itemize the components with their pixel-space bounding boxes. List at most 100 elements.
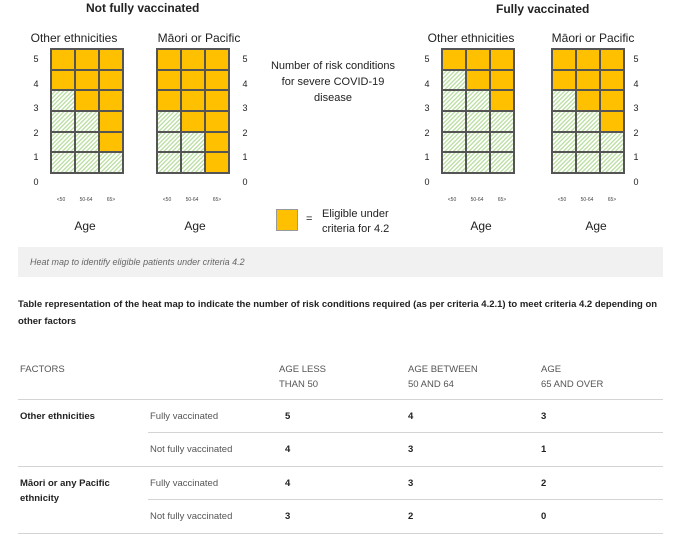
eligible-cell xyxy=(99,90,123,111)
grid-label-maori-vaccinated: Māori or Pacific xyxy=(551,31,635,45)
value-cell: 4 xyxy=(408,411,414,422)
header-factors: FACTORS xyxy=(20,364,65,375)
eligible-cell xyxy=(205,49,229,70)
not-eligible-cell xyxy=(51,110,75,132)
y-tick: 5 xyxy=(33,54,39,64)
not-eligible-cell xyxy=(51,152,75,173)
heatmap-other-vaccinated xyxy=(441,48,515,174)
eligible-cell xyxy=(205,152,229,173)
not-eligible-cell xyxy=(466,131,490,153)
not-eligible-cell xyxy=(442,90,466,111)
x-tick: 50-64 xyxy=(185,197,199,203)
x-tick: <50 xyxy=(56,197,66,203)
eligible-cell xyxy=(181,49,205,70)
heatmap-caption: Heat map to identify eligible patients u… xyxy=(18,247,663,277)
header-line: 50 AND 64 xyxy=(408,379,454,391)
value-cell: 5 xyxy=(285,411,291,422)
x-tick: 65> xyxy=(607,197,617,203)
y-tick: 5 xyxy=(424,54,430,64)
legend-eligible-swatch xyxy=(276,209,298,231)
not-eligible-cell xyxy=(552,110,576,132)
eligible-cell xyxy=(466,69,490,91)
eligible-cell xyxy=(442,49,466,70)
y-tick: 1 xyxy=(33,152,39,162)
x-tick: <50 xyxy=(447,197,457,203)
eligible-cell xyxy=(600,69,624,91)
eligible-cell xyxy=(490,49,514,70)
y-tick: 2 xyxy=(633,128,639,138)
eligible-cell xyxy=(576,90,600,111)
eligible-cell xyxy=(157,49,181,70)
eligible-cell xyxy=(600,90,624,111)
eligible-cell xyxy=(576,69,600,91)
heatmap-maori-not-vaccinated xyxy=(156,48,230,174)
value-cell: 1 xyxy=(541,444,547,455)
y-tick: 0 xyxy=(33,177,39,187)
y-tick: 0 xyxy=(424,177,430,187)
not-eligible-cell xyxy=(442,152,466,173)
not-eligible-cell xyxy=(466,152,490,173)
not-eligible-cell xyxy=(466,90,490,111)
not-eligible-cell xyxy=(51,131,75,153)
not-eligible-cell xyxy=(490,110,514,132)
not-eligible-cell xyxy=(75,131,99,153)
eligible-cell xyxy=(600,49,624,70)
not-eligible-cell xyxy=(51,90,75,111)
y-tick: 5 xyxy=(633,54,639,64)
not-eligible-cell xyxy=(552,131,576,153)
eligible-cell xyxy=(75,90,99,111)
x-tick: 50-64 xyxy=(470,197,484,203)
y-tick: 4 xyxy=(33,79,39,89)
x-tick: 65> xyxy=(212,197,222,203)
x-tick: 50-64 xyxy=(580,197,594,203)
eligible-cell xyxy=(51,69,75,91)
eligible-cell xyxy=(490,69,514,91)
value-cell: 3 xyxy=(408,444,414,455)
eligible-cell xyxy=(552,49,576,70)
factor-other-ethnicities: Other ethnicities xyxy=(20,411,95,422)
value-cell: 4 xyxy=(285,444,291,455)
not-eligible-cell xyxy=(442,131,466,153)
age-axis-label: Age xyxy=(585,219,607,233)
header-age-50-64: AGE BETWEEN 50 AND 64 xyxy=(408,362,478,392)
eligible-cell xyxy=(99,131,123,153)
eligible-cell xyxy=(181,90,205,111)
eligible-cell xyxy=(157,69,181,91)
not-eligible-cell xyxy=(99,152,123,173)
x-tick: 50-64 xyxy=(79,197,93,203)
eligible-cell xyxy=(51,49,75,70)
table-divider xyxy=(148,499,663,500)
not-eligible-cell xyxy=(75,110,99,132)
not-eligible-cell xyxy=(600,152,624,173)
not-eligible-cell xyxy=(157,131,181,153)
y-tick: 3 xyxy=(242,103,248,113)
risk-conditions-description: Number of risk conditions for severe COV… xyxy=(270,60,396,104)
y-tick: 1 xyxy=(633,152,639,162)
value-cell: 4 xyxy=(285,478,291,489)
factor-maori-pacific: Māori or any Pacific ethnicity xyxy=(20,478,110,505)
eligible-cell xyxy=(75,49,99,70)
age-axis-label: Age xyxy=(74,219,96,233)
grid-label-maori-not-vaccinated: Māori or Pacific xyxy=(157,31,241,45)
y-tick: 1 xyxy=(424,152,430,162)
not-eligible-cell xyxy=(442,110,466,132)
x-tick: <50 xyxy=(162,197,172,203)
header-line: 65 AND OVER xyxy=(541,379,604,391)
fully-vaccinated-title: Fully vaccinated xyxy=(496,2,590,16)
not-vaccinated-title: Not fully vaccinated xyxy=(86,1,200,15)
value-cell: 3 xyxy=(408,478,414,489)
table-divider xyxy=(18,466,663,467)
not-eligible-cell xyxy=(442,69,466,91)
header-age-under-50: AGE LESS THAN 50 xyxy=(279,362,326,392)
header-age-65-over: AGE 65 AND OVER xyxy=(541,362,603,392)
not-eligible-cell xyxy=(466,110,490,132)
status-cell: Not fully vaccinated xyxy=(150,511,233,522)
not-eligible-cell xyxy=(552,152,576,173)
value-cell: 3 xyxy=(541,411,547,422)
y-tick: 4 xyxy=(242,79,248,89)
eligible-cell xyxy=(181,110,205,132)
x-tick: 65> xyxy=(106,197,116,203)
eligible-cell xyxy=(205,90,229,111)
eligible-cell xyxy=(99,110,123,132)
grid-label-other-not-vaccinated: Other ethnicities xyxy=(30,31,118,45)
